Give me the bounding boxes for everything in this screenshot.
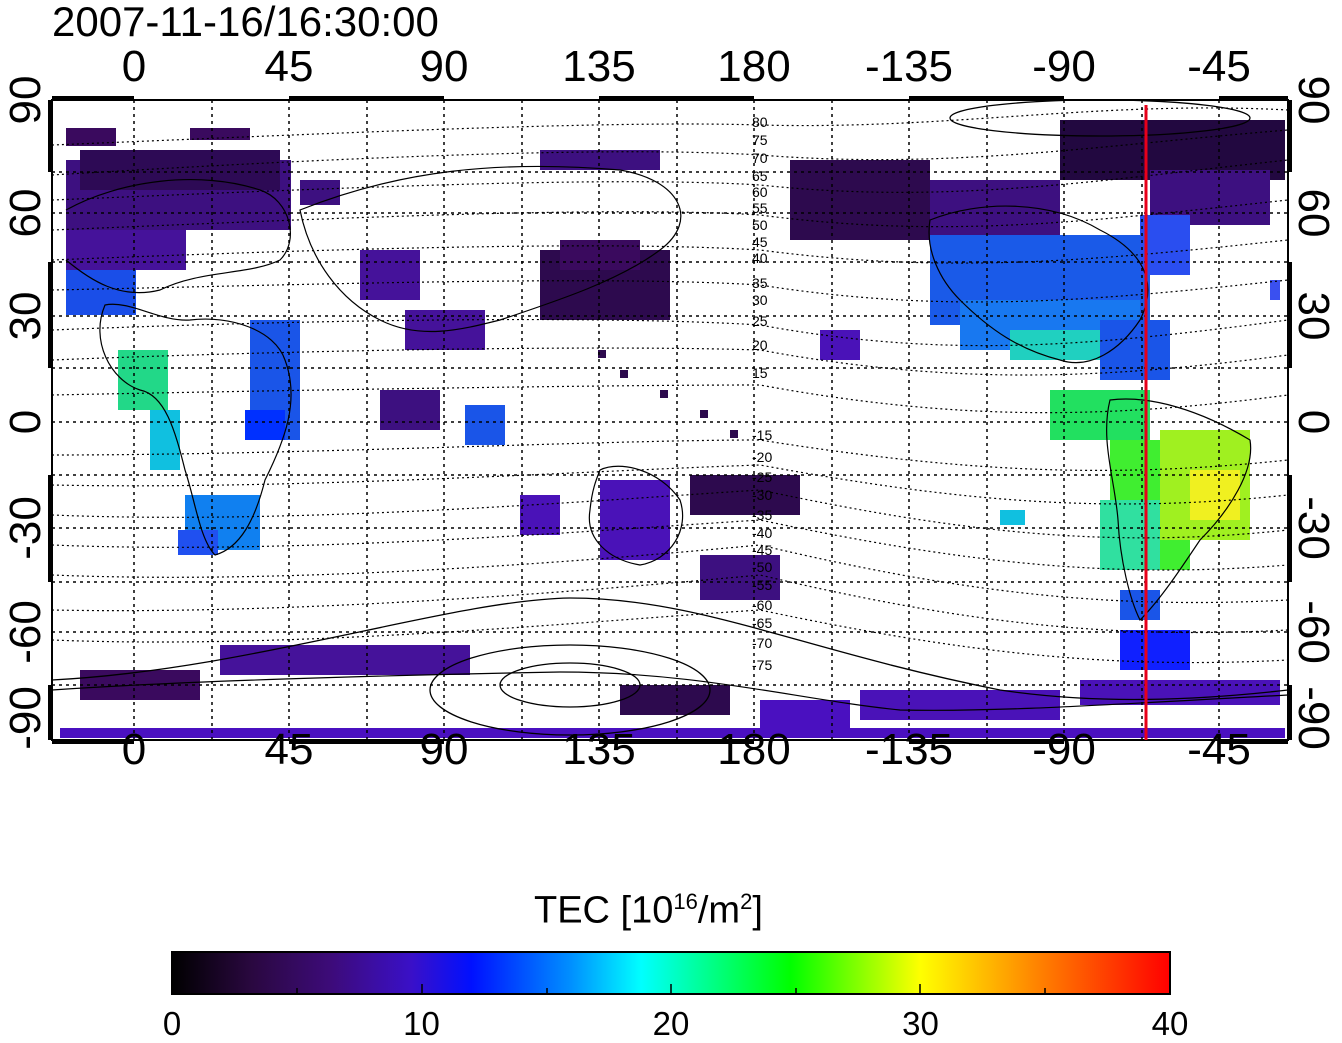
latitude-tick-label: -90 (1289, 686, 1338, 750)
plot-title: 2007-11-16/16:30:00 (52, 0, 439, 45)
longitude-tick-label: -90 (1032, 42, 1096, 91)
contour-label: 80 (752, 114, 768, 130)
contour-label: -30 (752, 487, 772, 503)
contour-label: -40 (752, 525, 772, 541)
longitude-tick-label: 45 (264, 725, 314, 774)
colorbar-tick-label: 30 (902, 1005, 939, 1042)
longitude-tick-label: 135 (562, 725, 636, 774)
contour-label: 25 (752, 313, 768, 329)
colorbar-tick-label: 0 (162, 1005, 182, 1042)
contour-label: 30 (752, 292, 768, 308)
longitude-tick-label: 180 (717, 42, 791, 91)
auroral-oval-contours (52, 100, 1288, 736)
latitude-tick-label: 60 (1289, 188, 1338, 238)
contour-label: -25 (752, 469, 772, 485)
latitude-tick-label: 90 (1289, 75, 1338, 125)
contour-label: 65 (752, 168, 768, 184)
contour-label: -35 (752, 507, 772, 523)
latitude-tick-label: 0 (1, 409, 50, 435)
longitude-tick-label: 0 (121, 42, 147, 91)
longitude-tick-label: 135 (562, 42, 636, 91)
colorbar-tick-label: 20 (652, 1005, 690, 1042)
graticule (52, 100, 1288, 740)
tec-data-layer (60, 120, 1285, 738)
latitude-tick-label: 0 (1289, 409, 1338, 435)
latitude-tick-label: 30 (1289, 291, 1338, 341)
contour-label: 55 (752, 200, 768, 216)
contour-label: -70 (752, 635, 772, 651)
longitude-tick-label: -135 (864, 725, 954, 774)
longitude-tick-label: 180 (717, 725, 791, 774)
latitude-tick-label: -30 (1, 496, 50, 560)
colorbar-title: TEC [1016/m2] (534, 889, 763, 932)
contour-label: 75 (752, 132, 768, 148)
longitude-tick-label: 90 (419, 725, 469, 774)
contour-label: -65 (752, 615, 772, 631)
frame-ticks (48, 96, 1292, 744)
contour-label: -60 (752, 597, 772, 613)
longitude-tick-label: 45 (264, 42, 314, 91)
longitude-tick-label: -45 (1187, 725, 1251, 774)
contour-label: -15 (752, 427, 772, 443)
contour-label: 70 (752, 150, 768, 166)
contour-label: 60 (752, 184, 768, 200)
longitude-tick-label: -135 (864, 42, 954, 91)
contour-label: -55 (752, 577, 772, 593)
contour-label: -50 (752, 559, 772, 575)
longitude-tick-label: -45 (1187, 42, 1251, 91)
latitude-tick-label: -30 (1289, 496, 1338, 560)
latitude-tick-label: 90 (1, 75, 50, 125)
contour-label: 15 (752, 365, 768, 381)
longitude-tick-label: 0 (121, 725, 147, 774)
colorbar-tick-label: 40 (1151, 1005, 1189, 1042)
latitude-tick-label: 60 (1, 188, 50, 238)
contour-label: 40 (752, 250, 768, 266)
colorbar-tick-label: 10 (403, 1005, 440, 1042)
contour-label: 50 (752, 217, 768, 233)
longitude-tick-label: -90 (1032, 725, 1096, 774)
contour-label: -20 (752, 449, 772, 465)
latitude-tick-label: 30 (1, 291, 50, 341)
contour-label: -75 (752, 657, 772, 673)
magnetic-latitude-contours (52, 107, 1288, 664)
latitude-tick-label: -90 (1, 686, 50, 750)
longitude-tick-label: 90 (419, 42, 469, 91)
colorbar-ticks (296, 984, 1046, 994)
contour-label: -45 (752, 542, 772, 558)
contour-label: 20 (752, 337, 768, 353)
coastlines (52, 165, 1288, 711)
contour-label: 45 (752, 234, 768, 250)
contour-label: 35 (752, 275, 768, 291)
colorbar (171, 951, 1171, 995)
